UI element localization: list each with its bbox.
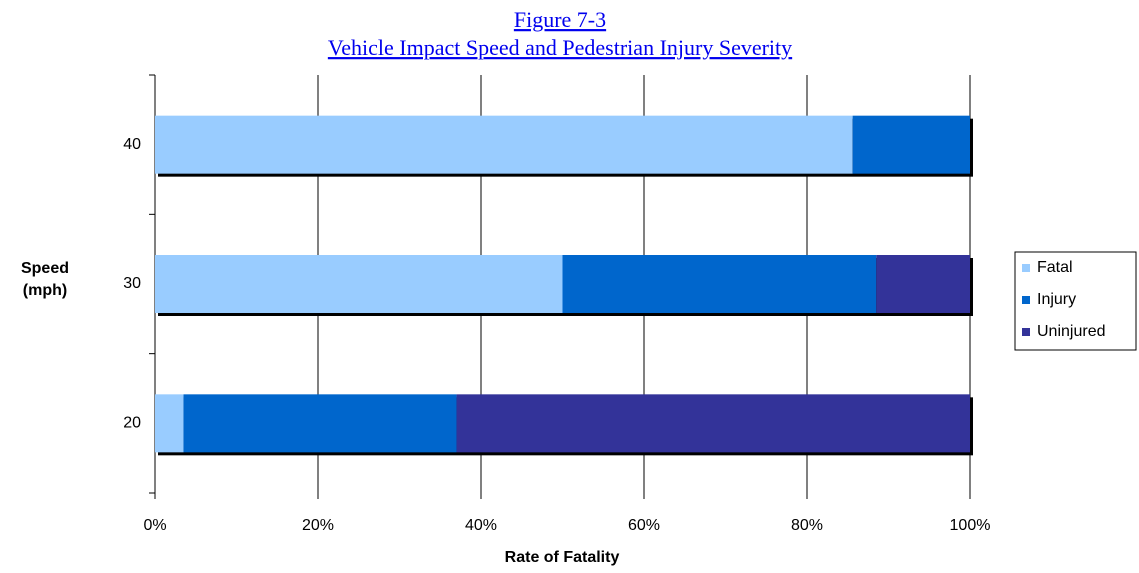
x-tick-label: 20%: [302, 517, 334, 534]
bar-segment: [155, 394, 184, 453]
y-tick-label: 40: [123, 136, 141, 153]
bar-segment: [155, 115, 853, 174]
x-tick-label: 80%: [791, 517, 823, 534]
bar-segment: [183, 394, 457, 453]
bar-segment: [155, 255, 563, 313]
x-axis-label: Rate of Fatality: [505, 549, 620, 566]
y-tick-label: 20: [123, 415, 141, 432]
legend-label: Uninjured: [1037, 323, 1105, 340]
bar-segment: [876, 255, 970, 313]
y-axis-label: Speed (mph): [20, 260, 69, 299]
legend-swatch: [1022, 328, 1030, 336]
x-tick-label: 0%: [143, 517, 166, 534]
bar-segment: [562, 255, 877, 313]
x-tick-label: 100%: [950, 517, 991, 534]
x-tick-label: 40%: [465, 517, 497, 534]
bar-segment: [456, 394, 970, 453]
chart-subtitle: Vehicle Impact Speed and Pedestrian Inju…: [328, 35, 792, 60]
legend-box: [1014, 251, 1137, 351]
legend-label: Fatal: [1037, 259, 1073, 276]
bar-segment: [852, 115, 970, 174]
legend-label: Injury: [1037, 291, 1076, 308]
y-tick-label: 30: [123, 275, 141, 292]
x-tick-label: 60%: [628, 517, 660, 534]
legend-swatch: [1022, 296, 1030, 304]
chart-title: Figure 7-3: [514, 7, 606, 32]
legend-swatch: [1022, 264, 1030, 272]
